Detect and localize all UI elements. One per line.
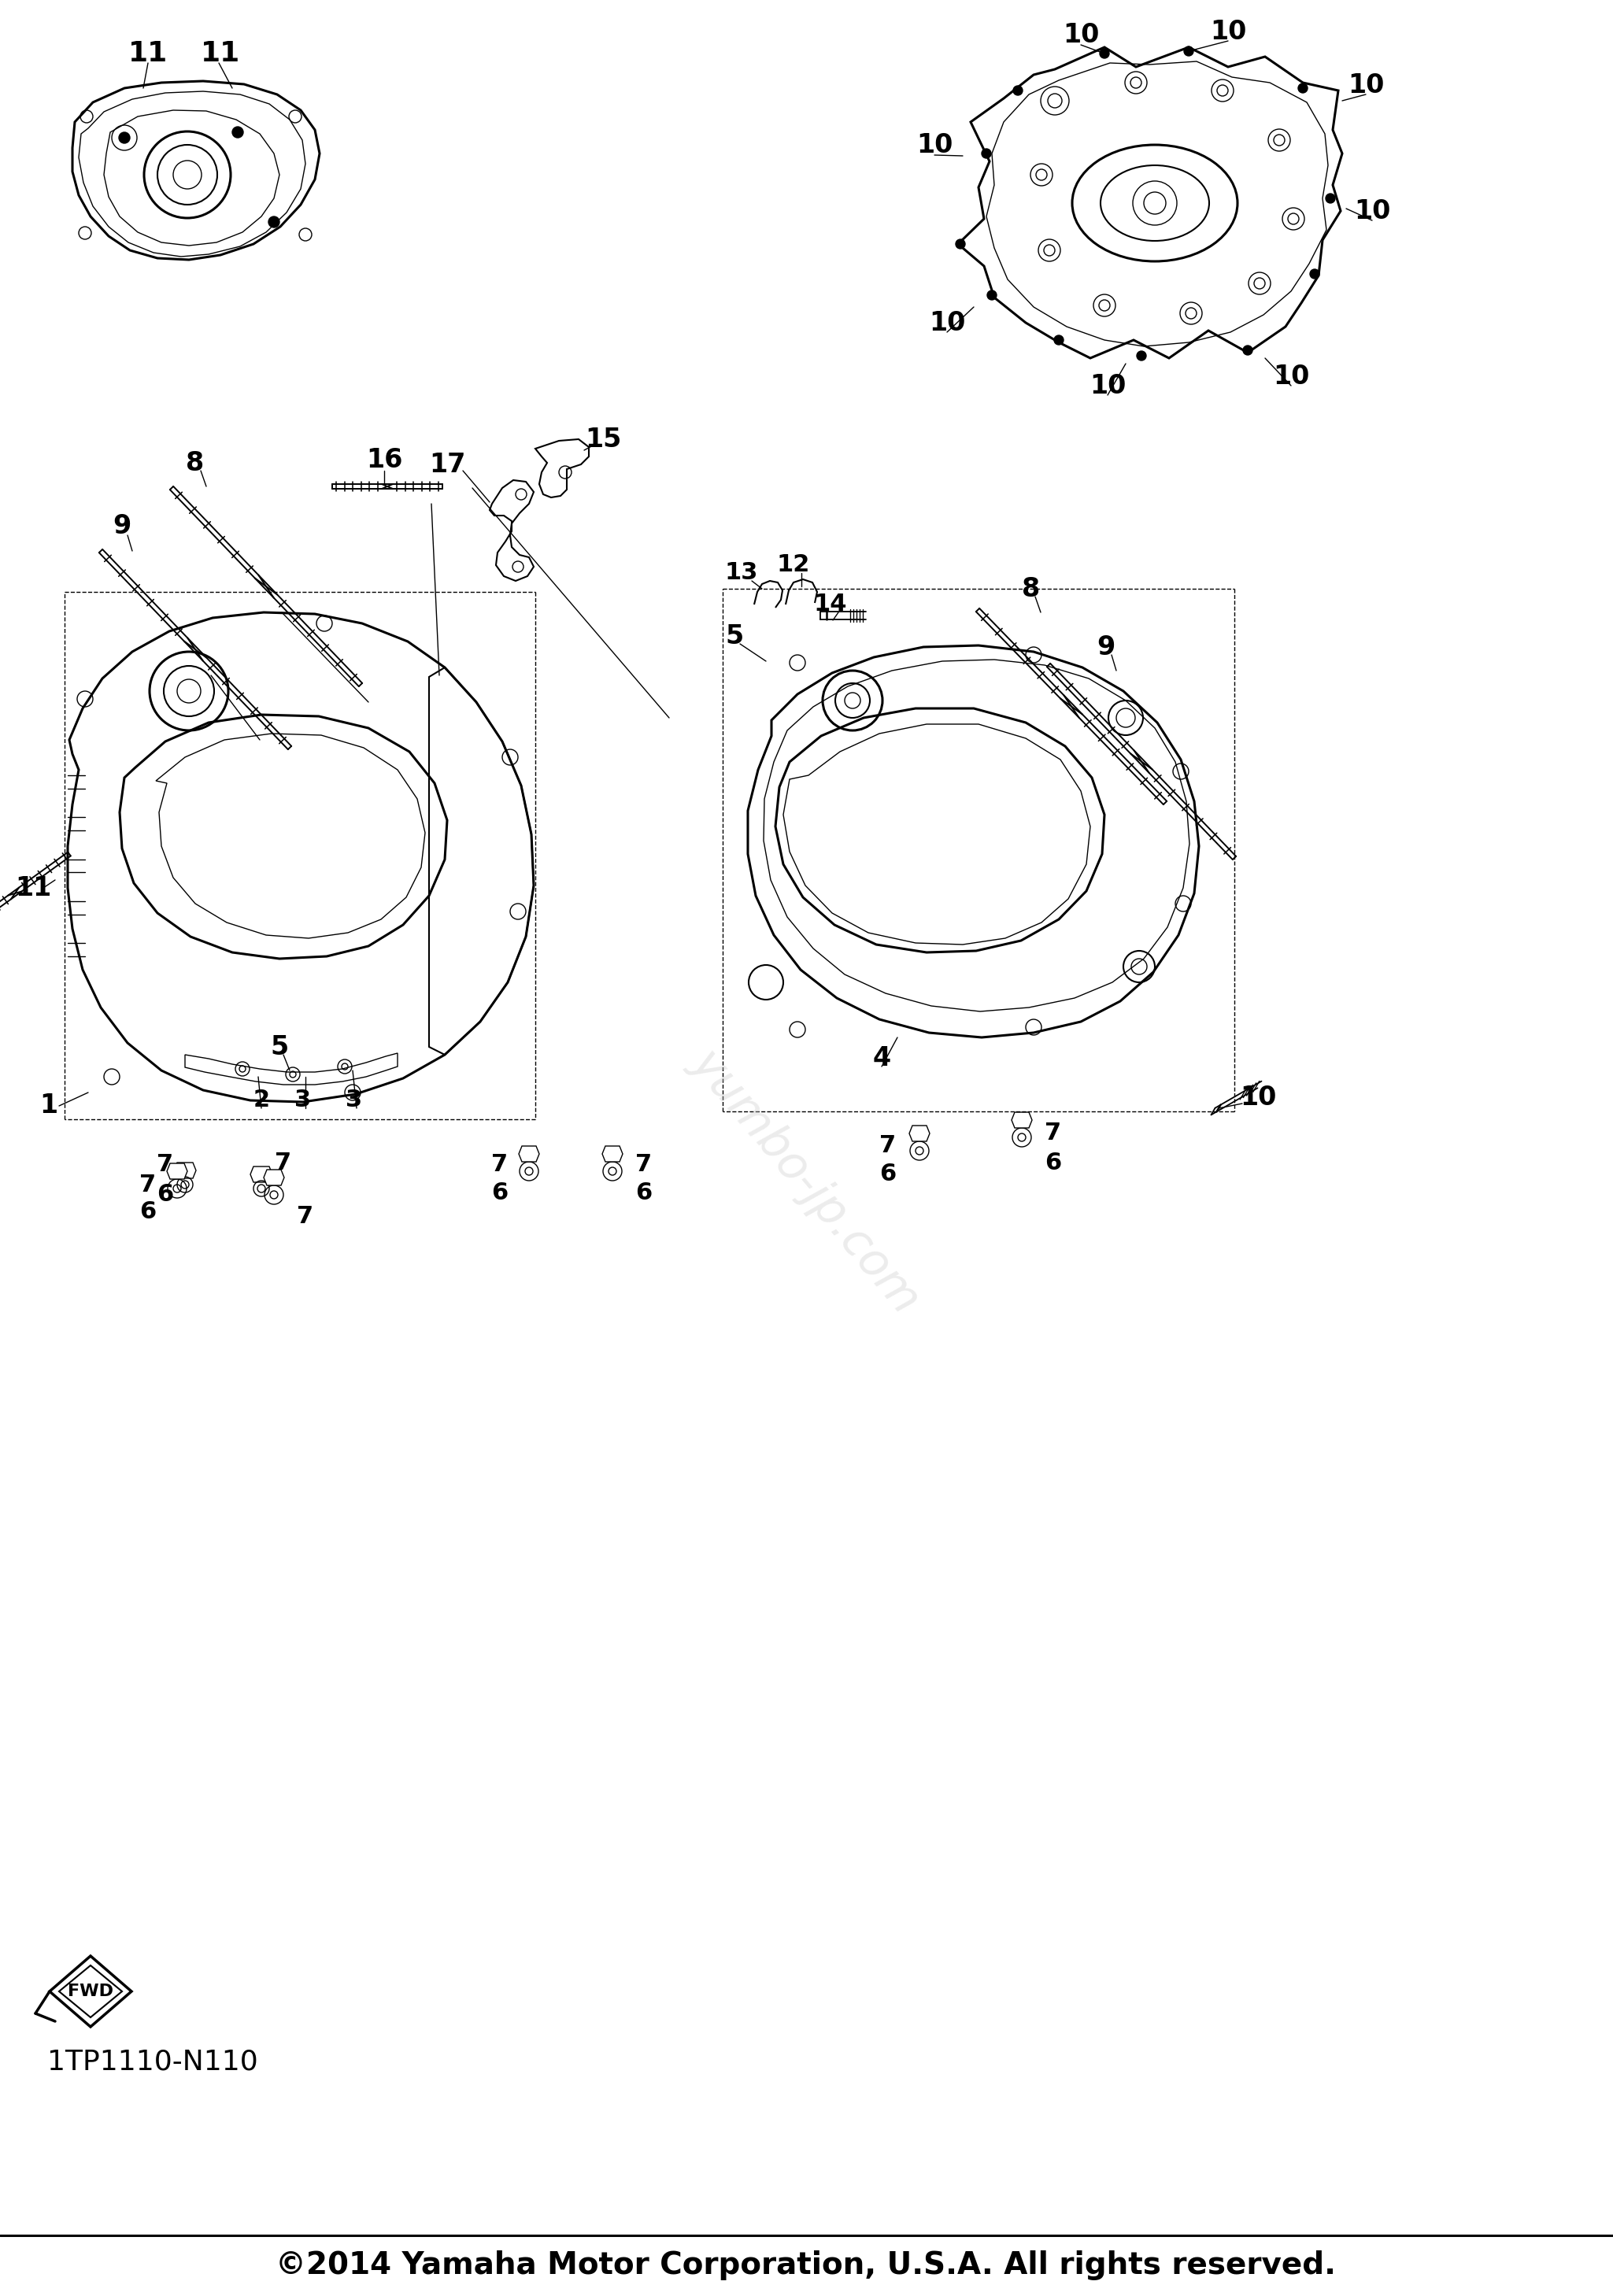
Polygon shape (1011, 1111, 1032, 1127)
Text: 14: 14 (815, 592, 847, 615)
Text: 9: 9 (1097, 634, 1115, 659)
Text: 5: 5 (271, 1033, 289, 1061)
Circle shape (1298, 83, 1308, 92)
Circle shape (1100, 48, 1110, 57)
Text: 7: 7 (276, 1153, 292, 1176)
Text: FWD: FWD (68, 1984, 113, 2000)
Text: 17: 17 (429, 452, 466, 478)
Circle shape (1053, 335, 1063, 344)
Circle shape (119, 133, 131, 142)
Polygon shape (174, 1162, 197, 1178)
Circle shape (1326, 193, 1336, 202)
Polygon shape (250, 1166, 273, 1182)
Text: 10: 10 (1240, 1086, 1276, 1111)
Circle shape (1184, 46, 1194, 55)
Text: 7: 7 (1045, 1123, 1061, 1146)
Text: 10: 10 (916, 133, 953, 158)
Circle shape (987, 289, 997, 301)
Text: 10: 10 (929, 310, 965, 335)
Circle shape (1310, 269, 1319, 278)
Text: 7: 7 (140, 1173, 156, 1196)
Text: 9: 9 (113, 512, 131, 540)
Text: 12: 12 (777, 553, 810, 576)
Text: 10: 10 (1089, 372, 1126, 400)
Polygon shape (263, 1169, 284, 1185)
Text: 6: 6 (879, 1164, 897, 1185)
Text: 11: 11 (200, 39, 240, 67)
Text: 10: 10 (1063, 23, 1098, 48)
Text: 6: 6 (140, 1201, 156, 1224)
Text: 7: 7 (879, 1134, 897, 1157)
Circle shape (1244, 344, 1252, 356)
Text: 7: 7 (297, 1205, 315, 1228)
Text: 10: 10 (1347, 71, 1384, 99)
Circle shape (982, 149, 990, 158)
Circle shape (1013, 85, 1023, 94)
Text: 7: 7 (492, 1153, 508, 1176)
Text: 6: 6 (1045, 1153, 1061, 1176)
Text: 11: 11 (15, 875, 52, 900)
Text: 6: 6 (156, 1182, 174, 1205)
Circle shape (1137, 351, 1147, 360)
Text: 1: 1 (40, 1093, 58, 1118)
Circle shape (232, 126, 244, 138)
Text: 8: 8 (1023, 576, 1040, 602)
Polygon shape (910, 1125, 929, 1141)
Circle shape (955, 239, 965, 248)
Circle shape (268, 216, 279, 227)
Text: 5: 5 (726, 622, 744, 650)
Text: 2: 2 (253, 1088, 269, 1111)
Polygon shape (519, 1146, 539, 1162)
Text: 10: 10 (1273, 363, 1310, 390)
Text: 6: 6 (636, 1180, 652, 1203)
Text: 16: 16 (366, 448, 402, 473)
Polygon shape (602, 1146, 623, 1162)
Text: ©2014 Yamaha Motor Corporation, U.S.A. All rights reserved.: ©2014 Yamaha Motor Corporation, U.S.A. A… (276, 2250, 1336, 2280)
Text: 3: 3 (295, 1088, 311, 1111)
Text: 6: 6 (492, 1180, 508, 1203)
Text: 8: 8 (185, 450, 205, 475)
Text: 7: 7 (636, 1153, 652, 1176)
Text: 13: 13 (724, 563, 758, 585)
Text: 10: 10 (1353, 197, 1390, 225)
Text: 10: 10 (1210, 18, 1247, 44)
Polygon shape (166, 1164, 187, 1180)
Text: 7: 7 (156, 1153, 174, 1176)
Text: 3: 3 (345, 1088, 363, 1111)
Text: yumbo-jp.com: yumbo-jp.com (682, 1040, 929, 1320)
Text: 4: 4 (873, 1045, 890, 1072)
Text: 1TP1110-N110: 1TP1110-N110 (47, 2048, 258, 2076)
Text: 15: 15 (586, 427, 621, 452)
Text: 11: 11 (127, 39, 168, 67)
Polygon shape (50, 1956, 132, 2027)
